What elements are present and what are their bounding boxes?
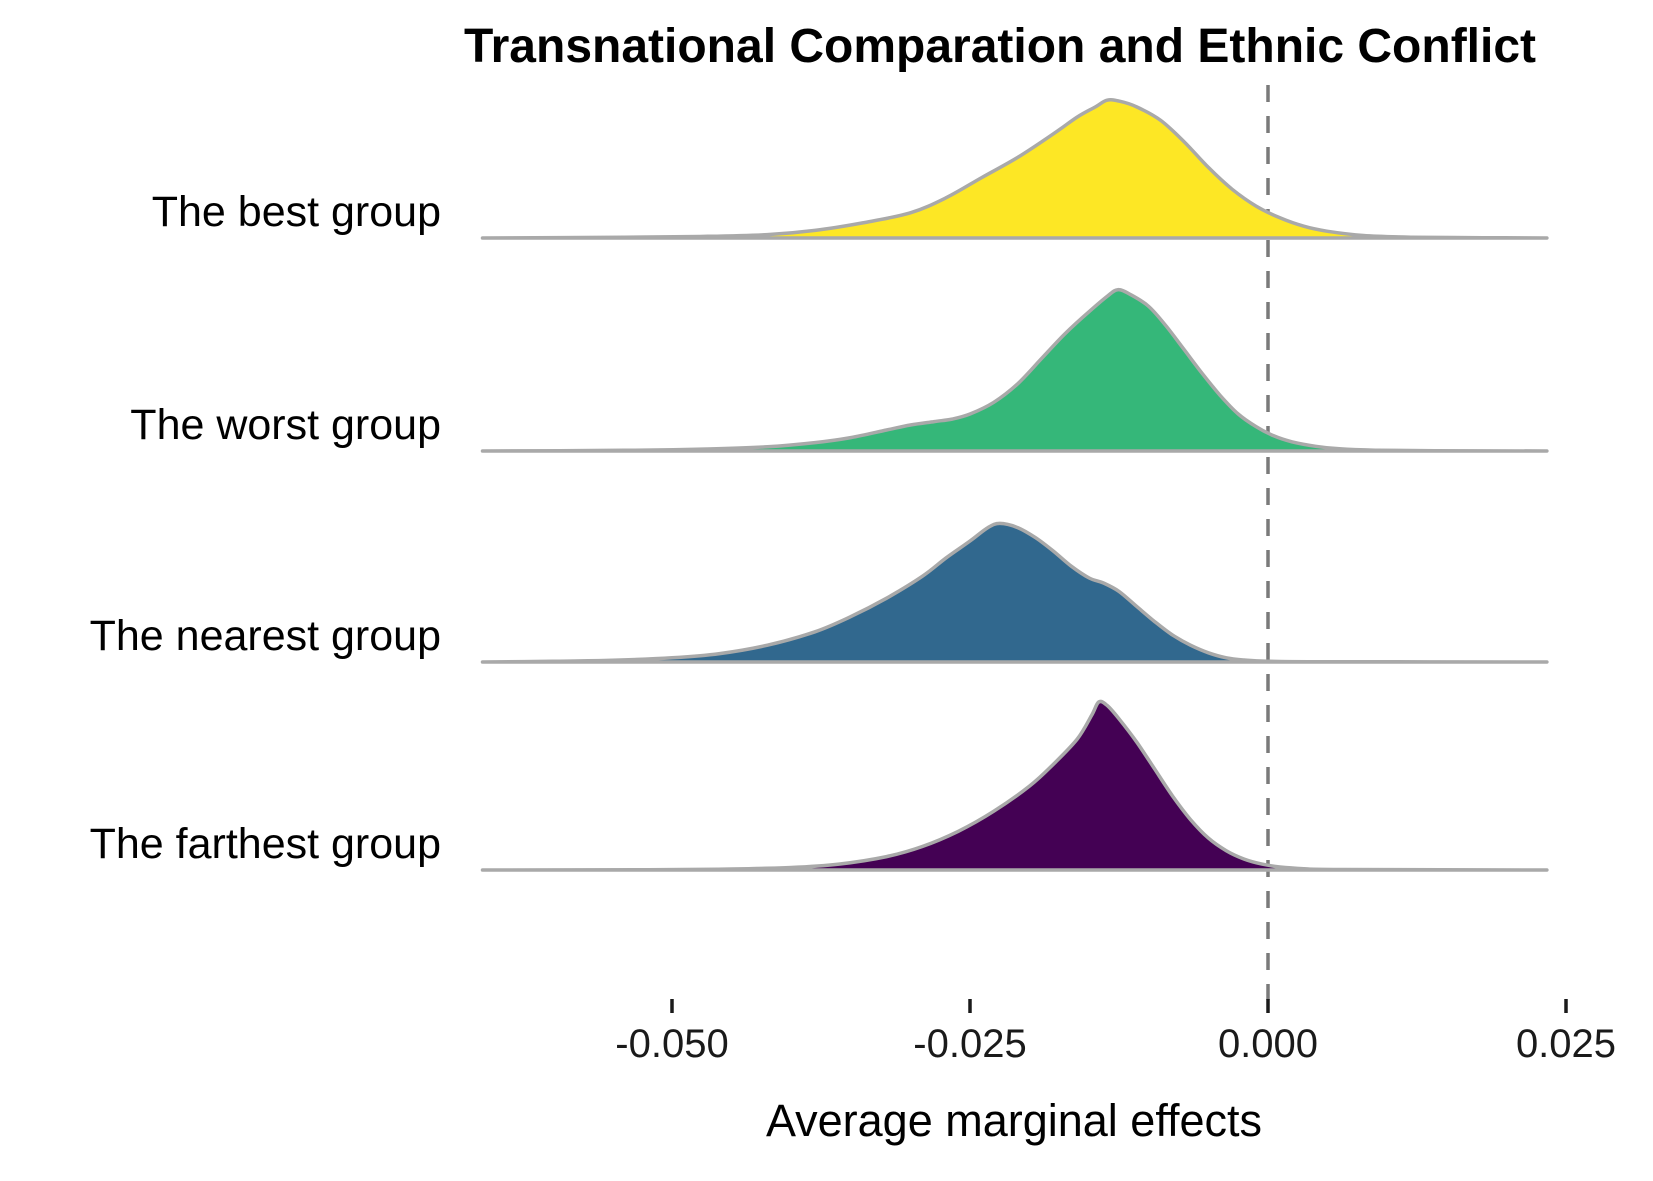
x-tick-label: -0.025 xyxy=(913,1022,1026,1066)
y-axis-labels-layer: The best group The worst group The nearest… xyxy=(90,188,441,868)
density-ridges-layer xyxy=(480,98,1549,872)
y-axis-label-worst: The worst group xyxy=(130,401,441,449)
y-axis-label-nearest: The nearest group xyxy=(90,612,441,660)
y-axis-label-farthest: The farthest group xyxy=(90,820,441,868)
chart-title: Transnational Comparation and Ethnic Con… xyxy=(464,20,1536,73)
density-ridge-nearest xyxy=(480,521,1549,664)
x-tick-label: 0.000 xyxy=(1218,1022,1318,1066)
x-tick-label: 0.025 xyxy=(1516,1022,1616,1066)
density-ridge-farthest xyxy=(480,699,1549,872)
density-ridge-best xyxy=(480,98,1549,240)
y-axis-label-best: The best group xyxy=(152,188,441,236)
x-axis-title: Average marginal effects xyxy=(766,1095,1262,1146)
x-axis-layer: -0.050 -0.025 0.000 0.025 xyxy=(615,999,1616,1066)
x-tick-label: -0.050 xyxy=(615,1022,728,1066)
density-ridge-worst xyxy=(480,287,1549,453)
